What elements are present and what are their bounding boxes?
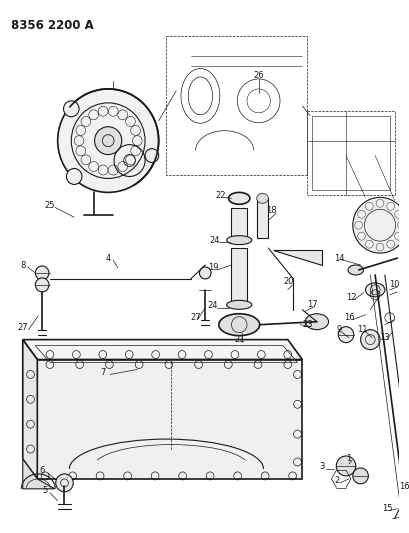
Circle shape xyxy=(199,267,211,279)
Polygon shape xyxy=(22,340,37,479)
Text: 9: 9 xyxy=(336,325,341,334)
Polygon shape xyxy=(272,250,321,265)
Ellipse shape xyxy=(256,193,268,203)
Text: 19: 19 xyxy=(207,263,218,272)
Text: 13: 13 xyxy=(379,333,389,342)
Text: 23: 23 xyxy=(302,320,313,329)
Text: 25: 25 xyxy=(45,201,55,210)
Bar xyxy=(256,198,268,238)
Ellipse shape xyxy=(228,192,249,204)
Circle shape xyxy=(66,168,82,184)
Text: 26: 26 xyxy=(253,71,263,80)
Ellipse shape xyxy=(226,300,251,309)
Ellipse shape xyxy=(347,265,363,275)
Text: 11: 11 xyxy=(356,325,367,334)
Text: 8: 8 xyxy=(20,261,25,270)
Text: 4: 4 xyxy=(105,254,110,263)
Circle shape xyxy=(56,474,73,492)
Text: 6: 6 xyxy=(39,466,45,475)
Circle shape xyxy=(58,89,158,192)
Polygon shape xyxy=(22,340,301,360)
Text: 5: 5 xyxy=(43,486,47,495)
Text: 17: 17 xyxy=(306,300,317,309)
Bar xyxy=(231,208,246,238)
Circle shape xyxy=(335,456,355,476)
Circle shape xyxy=(352,468,367,484)
Text: 3: 3 xyxy=(318,463,324,472)
Text: 2: 2 xyxy=(334,477,339,486)
Text: 18: 18 xyxy=(265,206,276,215)
Circle shape xyxy=(145,149,158,163)
Ellipse shape xyxy=(226,236,251,245)
Text: 7: 7 xyxy=(100,368,106,377)
Circle shape xyxy=(352,197,406,253)
Text: 20: 20 xyxy=(283,277,293,286)
Text: 24: 24 xyxy=(207,301,218,310)
Text: 22: 22 xyxy=(215,191,225,200)
Text: 12: 12 xyxy=(345,293,355,302)
Text: 21: 21 xyxy=(234,335,244,344)
Circle shape xyxy=(337,327,353,343)
Text: 10: 10 xyxy=(389,280,399,289)
Text: 16: 16 xyxy=(343,313,353,322)
Circle shape xyxy=(63,101,79,117)
Circle shape xyxy=(94,127,121,155)
Text: 24: 24 xyxy=(209,236,220,245)
Text: 8356 2200 A: 8356 2200 A xyxy=(11,19,94,33)
Text: 16: 16 xyxy=(398,482,409,491)
Polygon shape xyxy=(37,360,301,479)
Text: 27: 27 xyxy=(18,323,28,332)
Text: 15: 15 xyxy=(382,504,392,513)
Circle shape xyxy=(360,330,379,350)
Circle shape xyxy=(35,278,49,292)
Text: 1: 1 xyxy=(346,455,351,464)
Polygon shape xyxy=(22,459,55,489)
Ellipse shape xyxy=(305,314,328,330)
Bar xyxy=(231,248,246,303)
Bar xyxy=(311,116,389,190)
Text: 27: 27 xyxy=(190,313,200,322)
Text: 14: 14 xyxy=(333,254,344,263)
Ellipse shape xyxy=(218,314,259,336)
Ellipse shape xyxy=(364,283,384,297)
Circle shape xyxy=(35,266,49,280)
